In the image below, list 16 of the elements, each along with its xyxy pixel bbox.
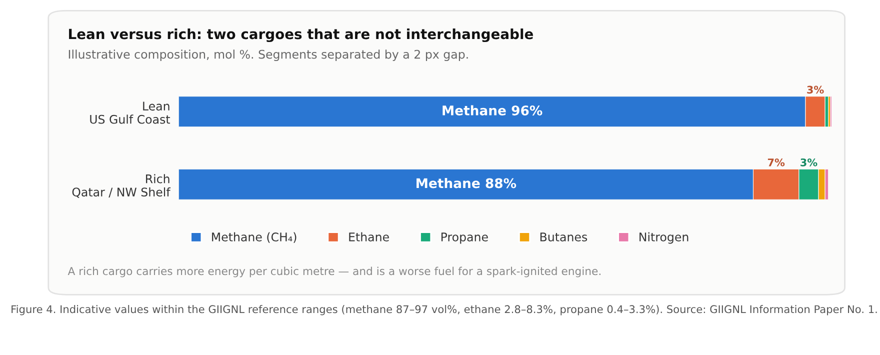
data-label: 3% xyxy=(800,158,818,166)
y-tick-label: Lean US Gulf Coast xyxy=(90,102,170,124)
legend-label: Ethane xyxy=(349,232,389,242)
legend-label: Butanes xyxy=(540,232,588,242)
chart-title: Lean versus rich: two cargoes that are not interchangeable xyxy=(69,28,534,42)
legend-label: Methane (CH₄) xyxy=(212,232,296,243)
chart-subtitle: Illustrative composition, mol %. Segments separated by a 2 px gap. xyxy=(68,50,468,62)
data-label: Methane 88% xyxy=(416,178,516,188)
caption: Figure 4. Indicative values within the GIIGNL reference ranges (methane 87–97 vol%, ethane 2.8–8.3%, propane 0.4–3.3%). Source: GIIGNL Information Paper No. 1. xyxy=(12,305,877,316)
legend-label: Propane xyxy=(441,232,488,244)
data-label: 7% xyxy=(768,158,785,166)
text: A rich cargo carries more energy per cubic metre — and is a worse fuel for a spark-ignited engine. xyxy=(68,266,600,278)
data-label: 3% xyxy=(807,86,824,94)
y-tick-label: Rich Qatar / NW Shelf xyxy=(72,174,171,198)
data-label: Methane 96% xyxy=(442,105,542,116)
legend-label: Nitrogen xyxy=(640,232,688,244)
